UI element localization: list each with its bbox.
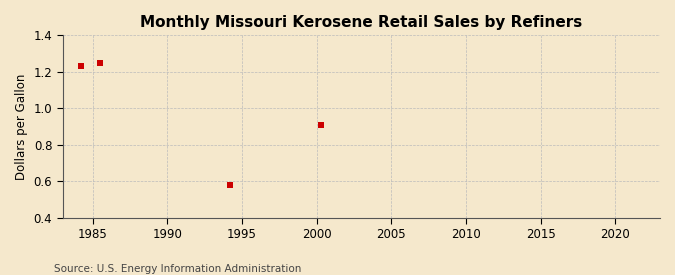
Point [95, 60, 105, 65]
Point [316, 123, 327, 127]
Title: Monthly Missouri Kerosene Retail Sales by Refiners: Monthly Missouri Kerosene Retail Sales b… [140, 15, 583, 30]
Y-axis label: Dollars per Gallon: Dollars per Gallon [15, 73, 28, 180]
Text: Source: U.S. Energy Information Administration: Source: U.S. Energy Information Administ… [54, 264, 301, 274]
Point [75, 64, 86, 68]
Point [225, 183, 236, 187]
